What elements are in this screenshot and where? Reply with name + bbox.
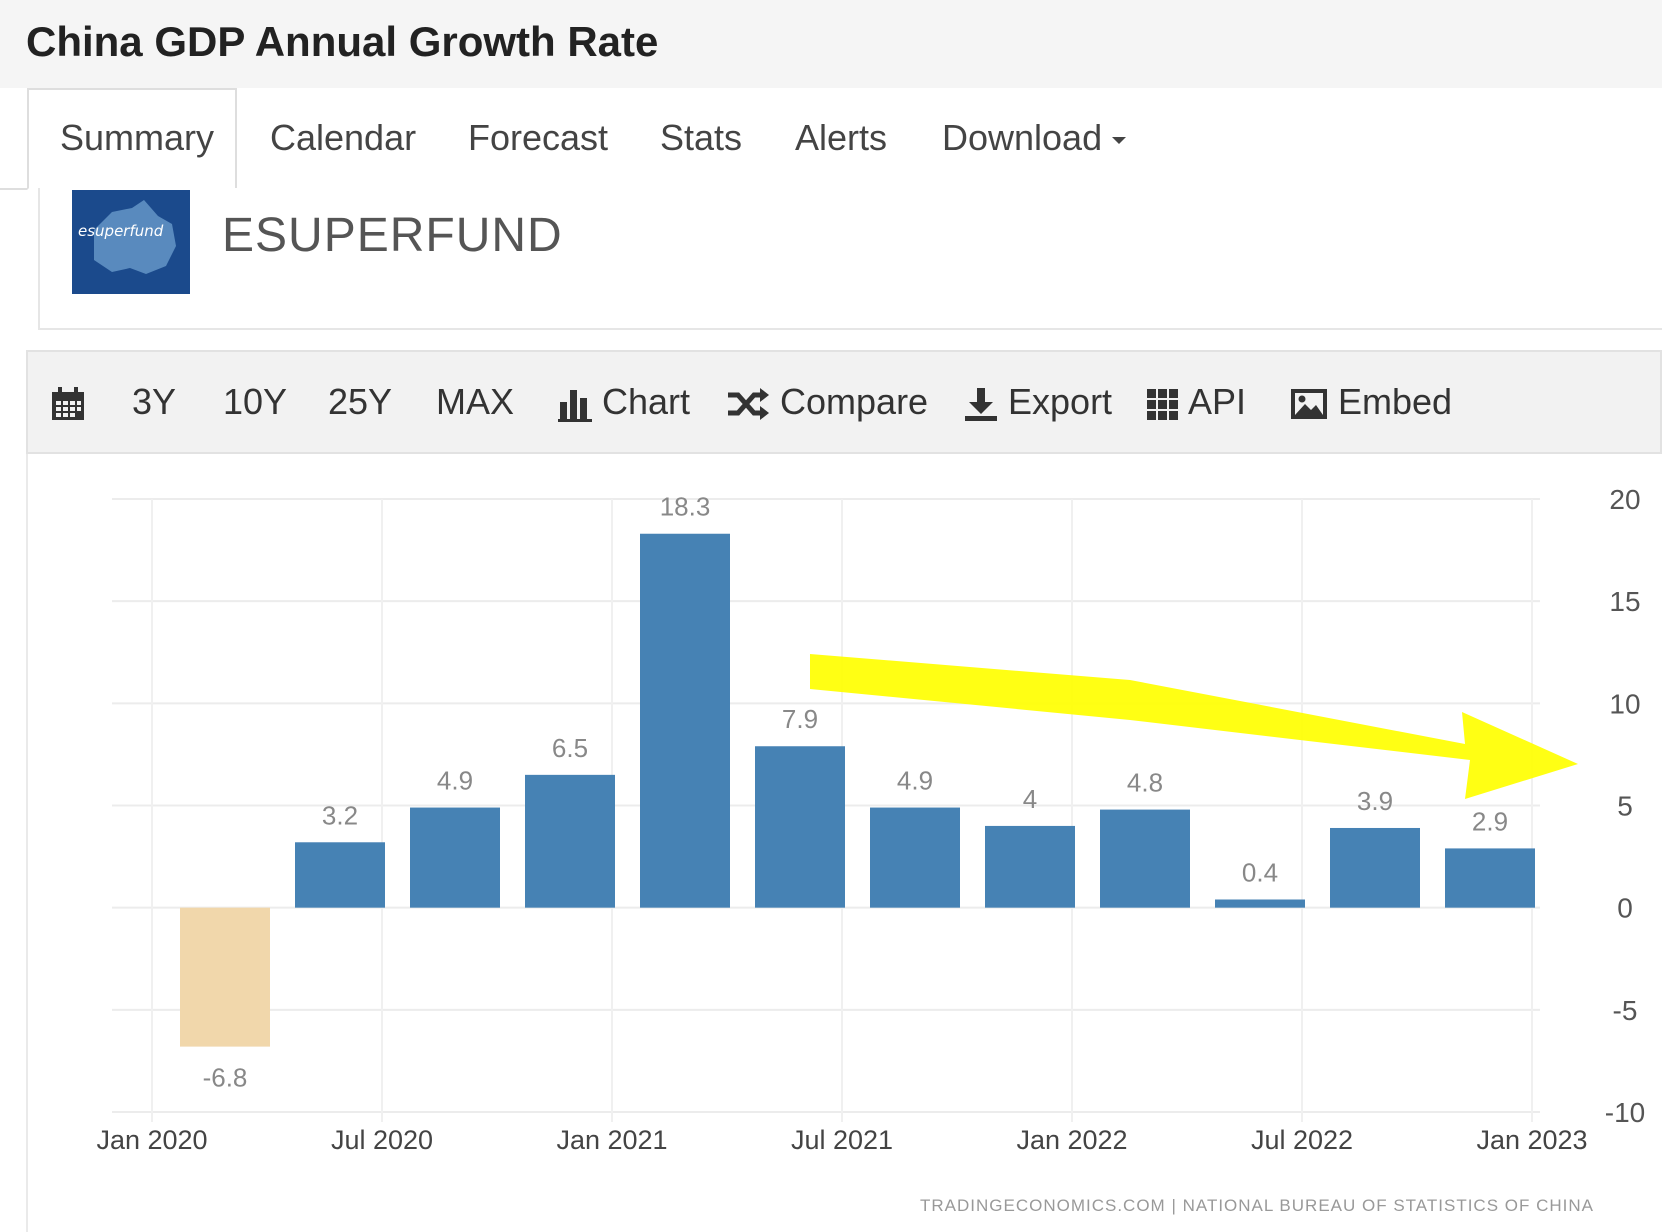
x-tick-label: Jan 2022 bbox=[1016, 1125, 1127, 1155]
tab-summary[interactable]: Summary bbox=[60, 117, 215, 158]
x-tick-label: Jan 2023 bbox=[1476, 1125, 1587, 1155]
tab-download[interactable]: Download bbox=[942, 88, 1127, 188]
y-tick-label: 5 bbox=[1617, 791, 1633, 822]
bar-q4-2022[interactable] bbox=[1445, 848, 1535, 908]
data-label: 2.9 bbox=[1472, 806, 1508, 836]
trend-arrow-annotation bbox=[810, 654, 1578, 799]
embed-button[interactable]: Embed bbox=[1290, 352, 1452, 452]
title-bar: China GDP Annual Growth Rate bbox=[0, 0, 1662, 89]
bar-q2-2020[interactable] bbox=[295, 842, 385, 908]
active-tab-outline bbox=[27, 88, 237, 190]
bar-q1-2021[interactable] bbox=[640, 533, 730, 908]
api-button[interactable]: API bbox=[1146, 352, 1246, 452]
gdp-bar-chart: 20 15 10 5 0 -5 -10 Jan 2020 Jul 2020 Jan 2021 Jul… bbox=[96, 484, 1645, 1155]
chart-type-button[interactable]: Chart bbox=[558, 352, 690, 452]
sponsor-logo: esuperfund bbox=[72, 190, 190, 294]
bar-q3-2020[interactable] bbox=[410, 807, 500, 908]
range-max-button[interactable]: MAX bbox=[436, 381, 515, 422]
x-tick-label: Jul 2021 bbox=[791, 1125, 893, 1155]
y-tick-label: -10 bbox=[1605, 1097, 1645, 1128]
tab-download-label: Download bbox=[942, 117, 1103, 158]
bar-q1-2022[interactable] bbox=[1100, 809, 1190, 908]
tab-stats[interactable]: Stats bbox=[660, 117, 743, 158]
grid-icon bbox=[1147, 389, 1178, 421]
range-10y-button[interactable]: 10Y bbox=[223, 381, 288, 422]
shuffle-icon bbox=[728, 388, 769, 421]
image-icon bbox=[1291, 389, 1327, 420]
compare-button[interactable]: Compare bbox=[726, 352, 928, 452]
embed-label: Embed bbox=[1338, 381, 1453, 422]
chart-area bbox=[26, 454, 1662, 1232]
y-tick-label: 15 bbox=[1609, 586, 1640, 617]
sponsor-name: ESUPERFUND bbox=[222, 209, 563, 262]
bar-q2-2021[interactable] bbox=[755, 746, 845, 908]
data-label: 0.4 bbox=[1242, 857, 1278, 887]
export-label: Export bbox=[1008, 381, 1113, 422]
data-label: 4 bbox=[1023, 784, 1037, 814]
chart-label: Chart bbox=[602, 381, 691, 422]
data-label: 4.9 bbox=[437, 766, 473, 796]
bar-q2-2022[interactable] bbox=[1215, 899, 1305, 908]
caret-down-icon bbox=[1112, 136, 1127, 144]
data-label: 18.3 bbox=[660, 492, 711, 522]
data-label: 4.8 bbox=[1127, 768, 1163, 798]
y-tick-label: 20 bbox=[1609, 484, 1640, 515]
data-label: -6.8 bbox=[203, 1063, 248, 1093]
y-tick-label: 0 bbox=[1617, 893, 1633, 924]
bar-q1-2020[interactable] bbox=[180, 907, 270, 1047]
bar-q4-2021[interactable] bbox=[985, 825, 1075, 908]
bar-chart-icon bbox=[558, 390, 592, 423]
x-tick-label: Jan 2021 bbox=[556, 1125, 667, 1155]
x-tick-label: Jul 2022 bbox=[1251, 1125, 1353, 1155]
data-label: 3.9 bbox=[1357, 786, 1393, 816]
chart-toolbar: 3Y 10Y 25Y MAX Chart Compare Export bbox=[26, 350, 1662, 454]
tab-forecast[interactable]: Forecast bbox=[468, 117, 609, 158]
calendar-icon bbox=[52, 387, 84, 421]
x-tick-label: Jul 2020 bbox=[331, 1125, 433, 1155]
api-label: API bbox=[1188, 381, 1247, 422]
bar-q3-2022[interactable] bbox=[1330, 827, 1420, 908]
y-tick-label: 10 bbox=[1609, 688, 1640, 719]
range-25y-button[interactable]: 25Y bbox=[328, 381, 393, 422]
tab-calendar[interactable]: Calendar bbox=[270, 117, 417, 158]
page-title: China GDP Annual Growth Rate bbox=[26, 18, 659, 65]
download-icon bbox=[965, 388, 997, 422]
date-range-button[interactable] bbox=[50, 352, 86, 452]
data-label: 6.5 bbox=[552, 733, 588, 763]
export-button[interactable]: Export bbox=[964, 352, 1112, 452]
x-tick-label: Jan 2020 bbox=[96, 1125, 207, 1155]
australia-map-icon: esuperfund bbox=[78, 200, 176, 274]
y-tick-label: -5 bbox=[1613, 995, 1638, 1026]
tab-alerts[interactable]: Alerts bbox=[795, 117, 888, 158]
data-label: 7.9 bbox=[782, 704, 818, 734]
sponsor-banner[interactable]: esuperfund ESUPERFUND bbox=[38, 188, 1662, 330]
sponsor-logo-text: esuperfund bbox=[78, 222, 164, 240]
compare-label: Compare bbox=[780, 381, 929, 422]
tab-bar: Summary Calendar Forecast Stats Alerts D… bbox=[0, 88, 1662, 190]
bar-q4-2020[interactable] bbox=[525, 774, 615, 908]
chart-source: TRADINGECONOMICS.COM | NATIONAL BUREAU O… bbox=[920, 1196, 1594, 1215]
data-label: 4.9 bbox=[897, 766, 933, 796]
data-label: 3.2 bbox=[322, 800, 358, 830]
bar-q3-2021[interactable] bbox=[870, 807, 960, 908]
range-3y-button[interactable]: 3Y bbox=[132, 381, 177, 422]
